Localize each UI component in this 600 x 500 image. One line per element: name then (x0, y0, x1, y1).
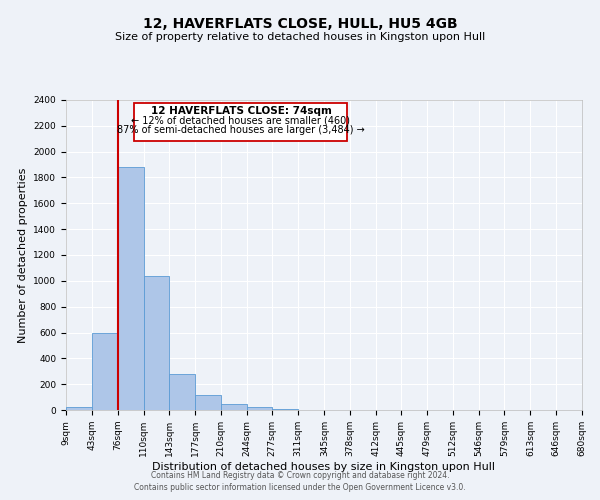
Bar (66, 408, 92, 410)
Bar (169, 374, 195, 410)
Text: Contains public sector information licensed under the Open Government Licence v3: Contains public sector information licen… (134, 484, 466, 492)
Bar (221, 404, 247, 410)
Bar (247, 408, 272, 410)
Bar (195, 395, 221, 410)
Text: Size of property relative to detached houses in Kingston upon Hull: Size of property relative to detached ho… (115, 32, 485, 42)
Text: 87% of semi-detached houses are larger (3,484) →: 87% of semi-detached houses are larger (… (117, 126, 365, 136)
Text: ← 12% of detached houses are smaller (460): ← 12% of detached houses are smaller (46… (131, 116, 350, 126)
Bar (92, 332, 118, 410)
Text: 12, HAVERFLATS CLOSE, HULL, HU5 4GB: 12, HAVERFLATS CLOSE, HULL, HU5 4GB (143, 18, 457, 32)
Y-axis label: Number of detached properties: Number of detached properties (18, 168, 28, 342)
Text: Contains HM Land Registry data © Crown copyright and database right 2024.: Contains HM Land Registry data © Crown c… (151, 471, 449, 480)
Bar (118, 167, 143, 410)
Text: 12 HAVERFLATS CLOSE: 74sqm: 12 HAVERFLATS CLOSE: 74sqm (151, 106, 331, 116)
Bar (143, 276, 169, 410)
X-axis label: Distribution of detached houses by size in Kingston upon Hull: Distribution of detached houses by size … (152, 462, 496, 471)
FancyBboxPatch shape (134, 103, 347, 141)
